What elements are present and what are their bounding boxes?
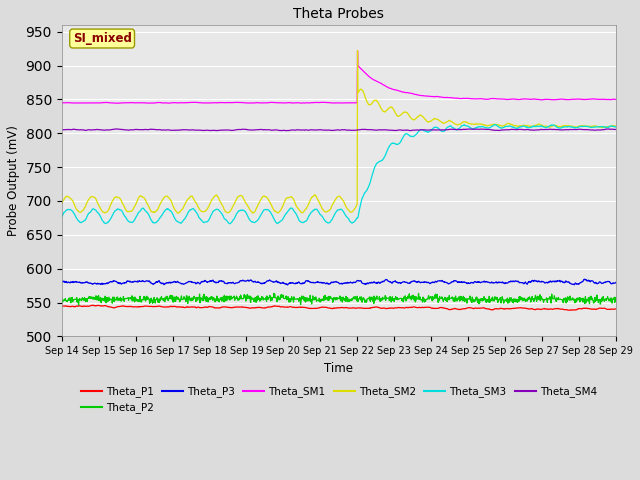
Theta_SM1 — [612, 96, 620, 102]
Text: SI_mixed: SI_mixed — [73, 32, 132, 45]
Theta_SM3 — [293, 214, 301, 219]
Theta_SM2 — [174, 210, 182, 216]
Theta_SM3 — [58, 215, 65, 220]
Line: Theta_SM1: Theta_SM1 — [61, 50, 616, 103]
Theta_P1 — [124, 304, 131, 310]
Theta_P2 — [75, 302, 83, 308]
Theta_P2 — [415, 290, 422, 296]
Theta_SM1 — [305, 100, 312, 106]
Theta_P3 — [581, 276, 589, 282]
Theta_SM3 — [374, 160, 381, 166]
Theta_SM1 — [112, 100, 120, 106]
Theta_SM3 — [491, 122, 499, 128]
Line: Theta_P1: Theta_P1 — [61, 305, 616, 310]
Theta_SM4 — [58, 127, 65, 133]
Theta_P3 — [293, 280, 301, 286]
Theta_P3 — [100, 281, 108, 287]
Theta_SM4 — [124, 127, 131, 133]
Line: Theta_P3: Theta_P3 — [61, 279, 616, 285]
Line: Theta_SM4: Theta_SM4 — [61, 129, 616, 131]
Theta_SM2 — [100, 210, 108, 216]
Theta_SM4 — [315, 127, 323, 132]
Theta_P2 — [124, 295, 131, 301]
Theta_SM1 — [293, 100, 301, 106]
Theta_P1 — [305, 305, 312, 311]
Theta_P3 — [284, 282, 291, 288]
Theta_P3 — [124, 278, 131, 284]
Theta_SM3 — [305, 213, 312, 219]
Theta_SM2 — [612, 123, 620, 129]
Theta_SM1 — [58, 100, 65, 106]
Theta_P3 — [58, 278, 65, 284]
Theta_P1 — [293, 304, 301, 310]
Theta_SM1 — [374, 79, 381, 85]
Theta_SM2 — [354, 48, 362, 53]
Theta_SM1 — [354, 48, 362, 53]
Legend: Theta_P1, Theta_P2, Theta_P3, Theta_SM1, Theta_SM2, Theta_SM3, Theta_SM4: Theta_P1, Theta_P2, Theta_P3, Theta_SM1,… — [77, 382, 601, 418]
Theta_SM3 — [124, 217, 131, 223]
Theta_P2 — [374, 296, 381, 302]
Theta_P2 — [305, 296, 312, 302]
Theta_SM2 — [374, 99, 381, 105]
Theta_SM4 — [282, 128, 290, 133]
Theta_P1 — [101, 303, 109, 309]
X-axis label: Time: Time — [324, 362, 353, 375]
Theta_P1 — [566, 307, 573, 313]
Theta_P1 — [315, 305, 323, 311]
Theta_SM1 — [124, 100, 131, 106]
Theta_SM4 — [612, 127, 620, 132]
Theta_P3 — [315, 279, 323, 285]
Theta_P1 — [89, 302, 97, 308]
Theta_P2 — [315, 298, 323, 304]
Y-axis label: Probe Output (mV): Probe Output (mV) — [7, 125, 20, 236]
Theta_SM4 — [293, 127, 301, 132]
Theta_SM3 — [226, 221, 234, 227]
Theta_P2 — [101, 294, 109, 300]
Theta_SM2 — [293, 205, 301, 211]
Theta_SM2 — [124, 209, 131, 215]
Theta_SM2 — [315, 198, 323, 204]
Line: Theta_SM3: Theta_SM3 — [61, 125, 616, 224]
Line: Theta_P2: Theta_P2 — [61, 293, 616, 305]
Theta_SM3 — [612, 124, 620, 130]
Theta_P2 — [612, 298, 620, 304]
Theta_P3 — [305, 278, 312, 284]
Theta_SM3 — [315, 209, 323, 215]
Theta_P3 — [612, 279, 620, 285]
Theta_SM4 — [305, 127, 312, 133]
Theta_P1 — [374, 304, 381, 310]
Title: Theta Probes: Theta Probes — [293, 7, 384, 21]
Theta_P2 — [293, 296, 301, 302]
Theta_P1 — [612, 306, 620, 312]
Theta_P1 — [58, 303, 65, 309]
Line: Theta_SM2: Theta_SM2 — [61, 50, 616, 213]
Theta_SM2 — [305, 201, 312, 206]
Theta_SM1 — [100, 99, 108, 105]
Theta_P2 — [58, 294, 65, 300]
Theta_P3 — [374, 280, 381, 286]
Theta_SM4 — [100, 127, 108, 133]
Theta_SM2 — [58, 202, 65, 207]
Theta_SM4 — [374, 127, 381, 133]
Theta_SM4 — [605, 126, 612, 132]
Theta_SM1 — [315, 100, 323, 106]
Theta_SM3 — [100, 220, 108, 226]
